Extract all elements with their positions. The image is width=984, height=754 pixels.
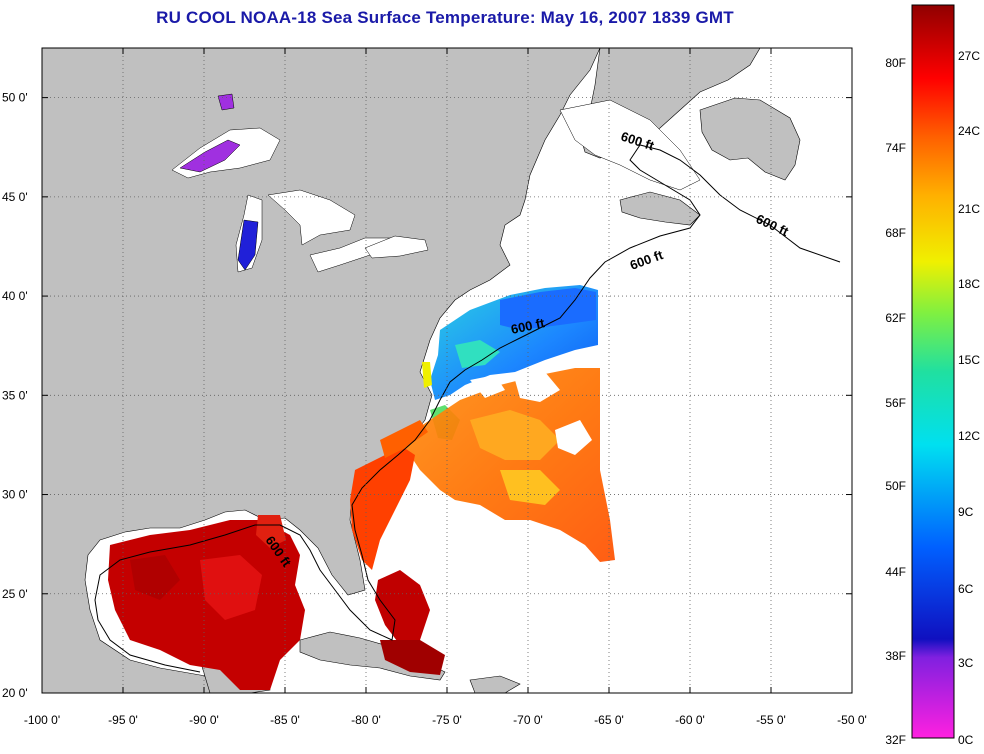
latitude-tick-label: 35 0' [2, 388, 28, 402]
latitude-tick-label: 40 0' [2, 289, 28, 303]
longitude-axis: -100 0' -95 0' -90 0' -85 0' -80 0' -75 0' -70… [24, 48, 867, 727]
latitude-tick-label: 45 0' [2, 190, 28, 204]
longitude-tick-label: -75 0' [432, 713, 462, 727]
contour-label: 600 ft [510, 315, 547, 337]
latitude-tick-label: 20 0' [2, 686, 28, 700]
longitude-tick-label: -70 0' [513, 713, 543, 727]
longitude-tick-label: -50 0' [837, 713, 867, 727]
latitude-axis: 20 0' 25 0' 30 0' 35 0' 40 0' 45 0' 50 0' [2, 91, 852, 700]
longitude-tick-label: -95 0' [108, 713, 138, 727]
longitude-tick-label: -80 0' [351, 713, 381, 727]
latitude-tick-label: 30 0' [2, 488, 28, 502]
bathymetry-contour-600ft [94, 144, 841, 673]
longitude-tick-label: -100 0' [24, 713, 60, 727]
longitude-tick-label: -85 0' [270, 713, 300, 727]
gulf-of-st-lawrence [559, 99, 701, 191]
latitude-tick-label: 50 0' [2, 91, 28, 105]
longitude-tick-label: -65 0' [594, 713, 624, 727]
map-title: RU COOL NOAA-18 Sea Surface Temperature:… [156, 8, 734, 27]
sst-data [108, 285, 615, 690]
latitude-tick-label: 25 0' [2, 587, 28, 601]
longitude-tick-label: -55 0' [756, 713, 786, 727]
graticule [42, 48, 852, 693]
longitude-tick-label: -60 0' [675, 713, 705, 727]
longitude-tick-label: -90 0' [189, 713, 219, 727]
